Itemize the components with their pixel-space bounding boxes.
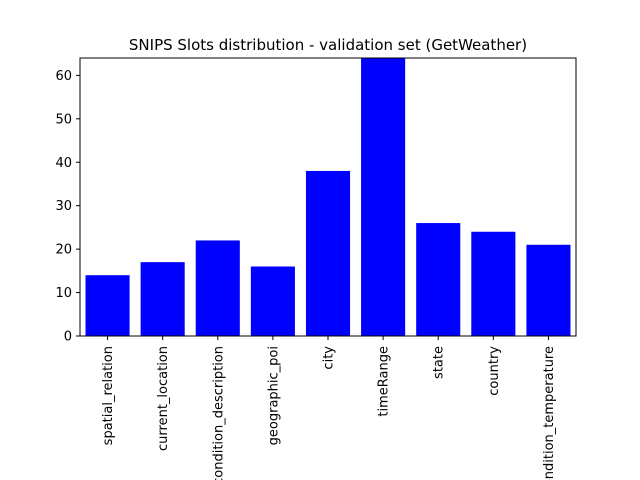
y-tick-label-10: 10: [55, 286, 72, 301]
plot-area: 0 10 20 30 40 50 60 spatial_relation current_loc…: [55, 57, 577, 480]
y-tick-label-50: 50: [55, 112, 72, 127]
x-tick-label-condition_temperature: condition_temperature: [542, 346, 557, 480]
bar-current_location: [140, 262, 185, 336]
bar-country: [471, 231, 516, 336]
chart-title: SNIPS Slots distribution - validation se…: [129, 36, 527, 54]
bar-geographic_poi: [250, 266, 295, 336]
bar-timeRange: [361, 58, 406, 336]
x-tick-label-current_location: current_location: [156, 346, 171, 451]
bar-state: [416, 223, 461, 336]
bar-spatial_relation: [85, 275, 130, 336]
bar-condition_description: [195, 240, 240, 336]
bar-city: [305, 170, 351, 336]
x-tick-label-country: country: [487, 346, 502, 396]
y-tick-label-20: 20: [55, 243, 72, 258]
x-tick-label-condition_description: condition_description: [211, 346, 226, 480]
y-tick-label-40: 40: [55, 156, 72, 171]
x-tick-label-city: city: [322, 346, 337, 370]
bar-condition_temperature: [526, 244, 571, 336]
x-tick-label-timeRange: timeRange: [377, 346, 392, 417]
x-tick-label-state: state: [432, 346, 447, 379]
y-tick-label-0: 0: [64, 330, 72, 345]
x-tick-label-geographic_poi: geographic_poi: [266, 346, 281, 445]
x-tick-label-spatial_relation: spatial_relation: [101, 346, 116, 445]
y-tick-label-30: 30: [55, 199, 72, 214]
y-tick-label-60: 60: [55, 69, 72, 84]
